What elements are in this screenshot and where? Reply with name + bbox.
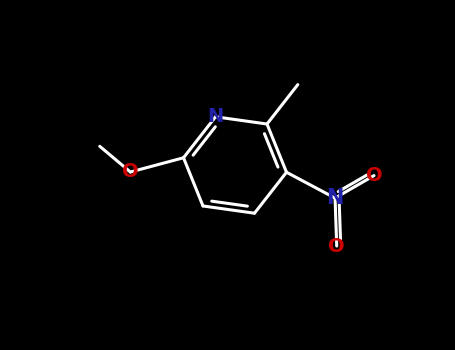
Text: O: O: [366, 166, 382, 185]
Text: N: N: [207, 107, 224, 126]
Text: O: O: [329, 237, 345, 256]
Text: O: O: [122, 162, 139, 182]
Text: N: N: [326, 188, 344, 208]
